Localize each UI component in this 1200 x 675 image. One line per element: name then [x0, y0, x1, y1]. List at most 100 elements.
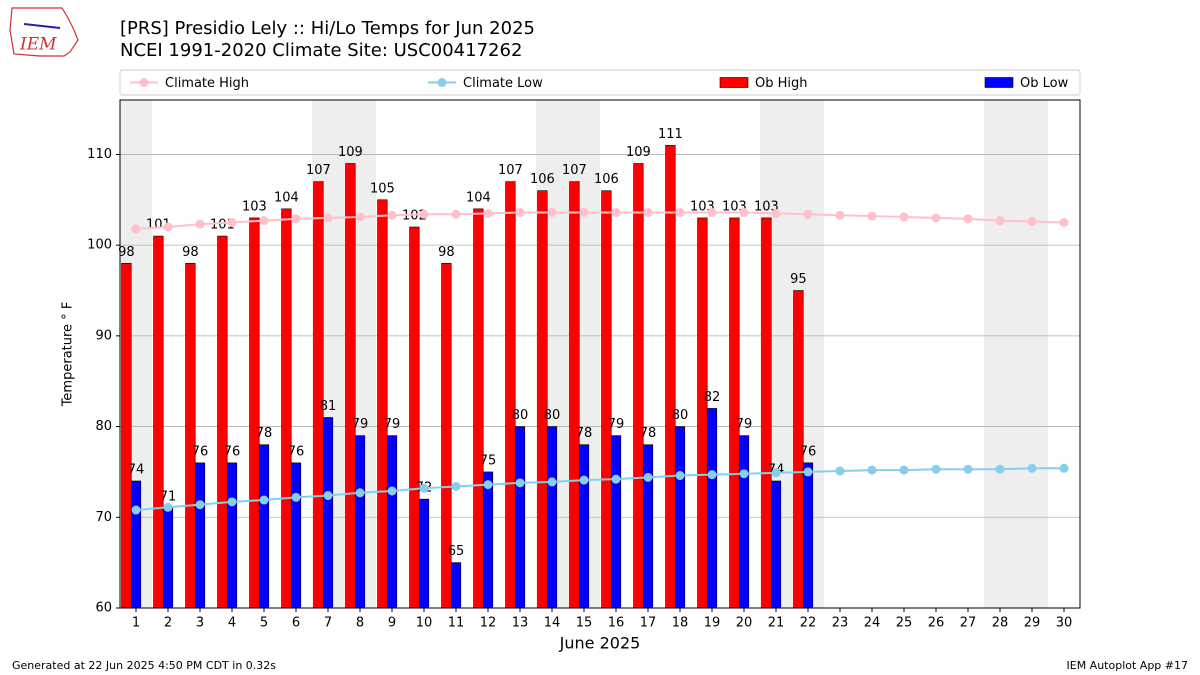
value-label: 76 [800, 444, 817, 459]
bar [162, 507, 174, 609]
bar [377, 199, 388, 609]
point [1027, 463, 1037, 473]
y-tick-label: 100 [87, 238, 112, 253]
x-tick-label: 29 [1024, 616, 1041, 631]
line [135, 467, 1064, 512]
bar [514, 426, 526, 609]
value-label: 98 [118, 245, 135, 260]
value-label: 79 [608, 417, 625, 432]
point [995, 464, 1005, 474]
value-label: 75 [480, 453, 497, 468]
value-label: 104 [466, 190, 491, 205]
bar [249, 217, 260, 609]
legend-box [119, 69, 1081, 96]
bar [354, 435, 366, 609]
point [419, 483, 429, 493]
point [611, 474, 621, 484]
point [259, 495, 269, 505]
x-tick-label: 9 [388, 616, 396, 631]
point [739, 469, 749, 479]
value-label: 95 [790, 272, 807, 287]
value-label: 98 [438, 245, 455, 260]
bar [578, 444, 590, 609]
x-tick-label: 30 [1056, 616, 1073, 631]
bar [770, 480, 782, 609]
point [451, 481, 461, 491]
point [1059, 463, 1069, 473]
x-tick-label: 2 [164, 616, 172, 631]
value-label: 105 [370, 181, 395, 196]
x-tick-label: 19 [704, 616, 721, 631]
bar [642, 444, 654, 609]
point [803, 209, 813, 219]
value-label: 109 [626, 145, 651, 160]
bar [322, 417, 334, 609]
x-tick-label: 8 [356, 616, 364, 631]
y-tick-label: 70 [95, 510, 112, 525]
value-label: 109 [338, 145, 363, 160]
point [963, 214, 973, 224]
legend-marker [139, 78, 149, 87]
logo-line [23, 23, 61, 29]
x-tick-label: 4 [228, 616, 236, 631]
x-tick-label: 5 [260, 616, 268, 631]
point [579, 207, 589, 217]
value-label: 76 [192, 444, 209, 459]
bar [226, 462, 238, 609]
x-axis-label: June 2025 [559, 634, 641, 653]
x-tick-label: 22 [800, 616, 817, 631]
y-tick-label: 80 [95, 419, 112, 434]
bar [601, 190, 612, 609]
point [835, 466, 845, 476]
bar [313, 181, 324, 609]
x-tick-label: 7 [324, 616, 332, 631]
point [227, 497, 237, 507]
point [547, 207, 557, 217]
value-label: 106 [594, 172, 619, 187]
value-label: 106 [530, 172, 555, 187]
x-tick-label: 11 [448, 616, 465, 631]
value-label: 103 [242, 199, 267, 214]
line [135, 211, 1065, 230]
point [611, 207, 621, 217]
x-tick-label: 27 [960, 616, 977, 631]
footer-left: Generated at 22 Jun 2025 4:50 PM CDT in … [12, 659, 276, 672]
point [323, 491, 333, 501]
y-tick-label: 110 [87, 147, 112, 162]
point [291, 492, 301, 502]
legend-label: Climate Low [463, 76, 543, 91]
point [419, 209, 429, 219]
plot-frame [119, 99, 1081, 609]
bar [569, 181, 580, 609]
point [707, 470, 717, 480]
value-label: 79 [384, 417, 401, 432]
point [867, 465, 877, 475]
y-axis-label: Temperature ° F [61, 302, 76, 408]
legend-swatch [719, 77, 749, 88]
bar [610, 435, 622, 609]
point [323, 213, 333, 223]
logo-text: IEM [19, 35, 57, 55]
chart-subtitle: NCEI 1991-2020 Climate Site: USC00417262 [120, 40, 522, 61]
bar [185, 262, 196, 609]
x-tick-label: 15 [576, 616, 593, 631]
point [387, 486, 397, 496]
point [483, 208, 493, 218]
point [931, 213, 941, 223]
y-tick-label: 90 [95, 328, 112, 343]
value-label: 79 [736, 417, 753, 432]
bar [258, 444, 270, 609]
value-label: 78 [640, 426, 657, 441]
bar [482, 471, 494, 609]
point [899, 212, 909, 222]
bar [674, 426, 686, 609]
x-tick-label: 24 [864, 616, 881, 631]
x-tick-label: 26 [928, 616, 945, 631]
point [835, 210, 845, 220]
x-tick-label: 13 [512, 616, 529, 631]
x-tick-label: 3 [196, 616, 204, 631]
footer-right: IEM Autoplot App #17 [1067, 659, 1189, 672]
bar [345, 163, 356, 609]
